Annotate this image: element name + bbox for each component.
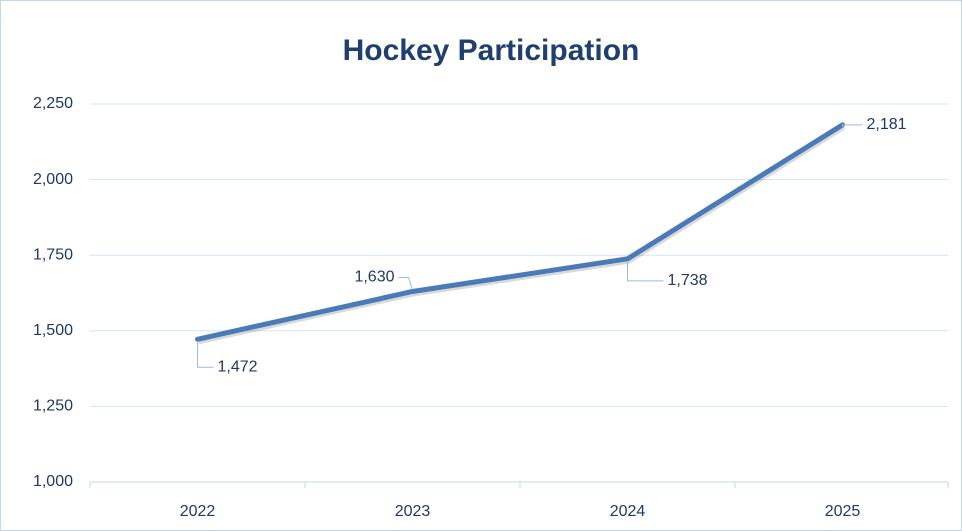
line [195,122,845,342]
x-tick-label: 2023 [395,503,431,520]
chart-title: Hockey Participation [343,34,640,67]
y-tick-label: 1,750 [33,246,73,263]
leader-line [842,124,863,127]
leader-line [627,260,664,282]
y-tick-label: 1,500 [33,322,73,339]
y-tick-label: 1,000 [33,473,73,490]
x-tick-label: 2024 [610,503,646,520]
data-label: 2,181 [867,116,907,133]
y-tick-label: 1,250 [33,398,73,415]
leader-line [197,341,214,368]
leader-line [398,276,413,290]
x-tick-label: 2025 [825,503,861,520]
y-tick-label: 2,250 [33,95,73,112]
x-tick-label: 2022 [180,503,216,520]
data-label: 1,472 [218,358,258,375]
y-tick-label: 2,000 [33,171,73,188]
data-label: 1,630 [354,269,394,286]
data-label: 1,738 [668,272,708,289]
